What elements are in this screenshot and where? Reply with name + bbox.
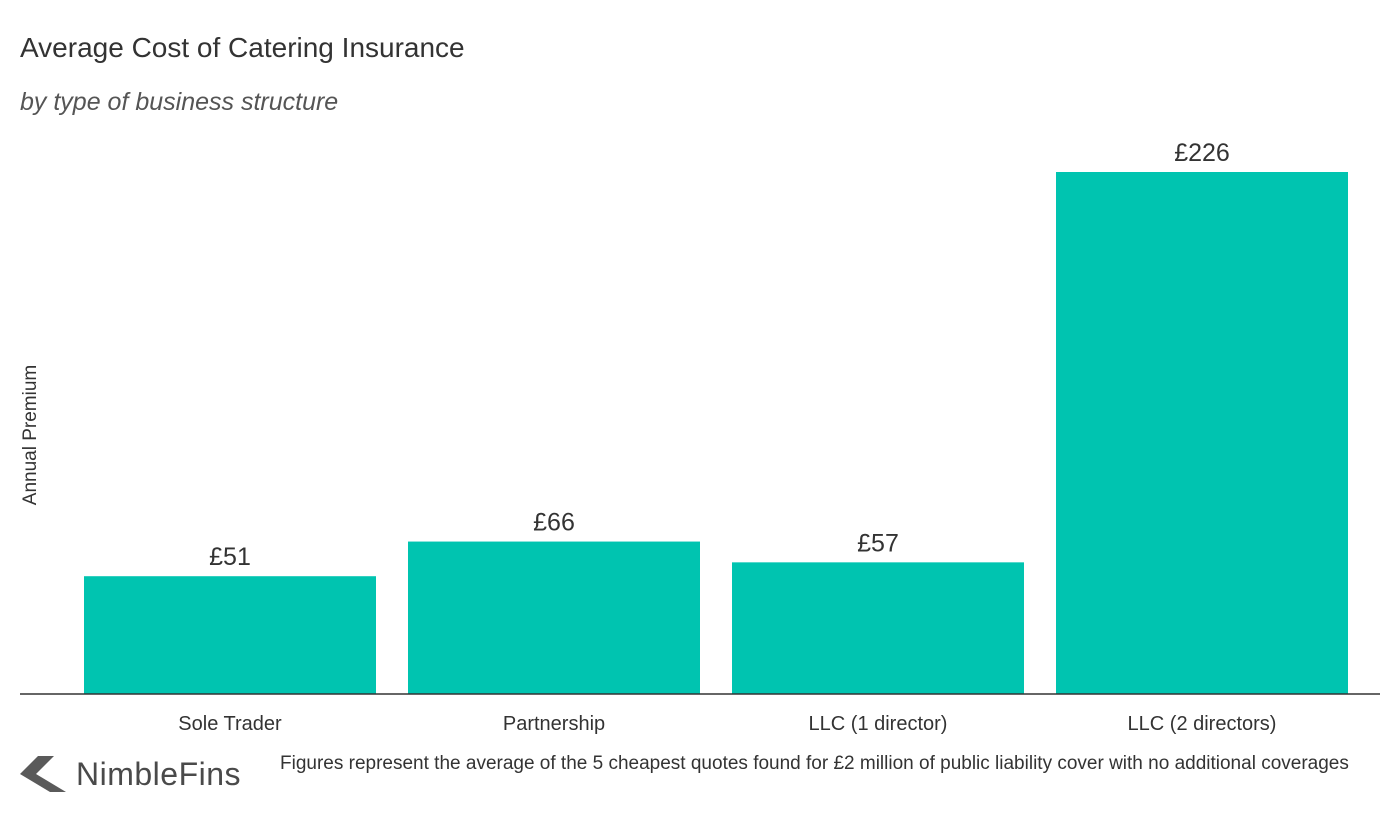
data-label-0: £51: [209, 543, 251, 571]
chart-title: Average Cost of Catering Insurance: [20, 32, 465, 63]
bar-2: [732, 562, 1024, 694]
chevron-left-arrow-icon: [20, 756, 66, 792]
x-tick-label-0: Sole Trader: [178, 713, 282, 735]
footer: NimbleFins Figures represent the average…: [20, 748, 1380, 808]
chart-subtitle: by type of business structure: [20, 88, 339, 116]
bar-3: [1056, 172, 1348, 694]
brand-name: NimbleFins: [76, 755, 242, 792]
brand-logo: NimbleFins: [20, 754, 241, 794]
footnote: Figures represent the average of the 5 c…: [280, 753, 1349, 774]
x-tick-label-1: Partnership: [503, 713, 605, 735]
bar-0: [84, 576, 376, 694]
data-label-3: £226: [1174, 139, 1230, 167]
y-axis-label: Annual Premium: [20, 365, 41, 505]
bar-1: [408, 541, 700, 694]
x-tick-label-3: LLC (2 directors): [1128, 713, 1277, 735]
data-label-2: £57: [857, 529, 899, 557]
bars-layer: [84, 172, 1348, 694]
data-labels-layer: £51 £66 £57 £226: [209, 139, 1230, 571]
data-label-1: £66: [533, 509, 575, 537]
x-tick-labels-layer: Sole Trader Partnership LLC (1 director) LL…: [178, 713, 1276, 735]
x-tick-label-2: LLC (1 director): [809, 713, 948, 735]
